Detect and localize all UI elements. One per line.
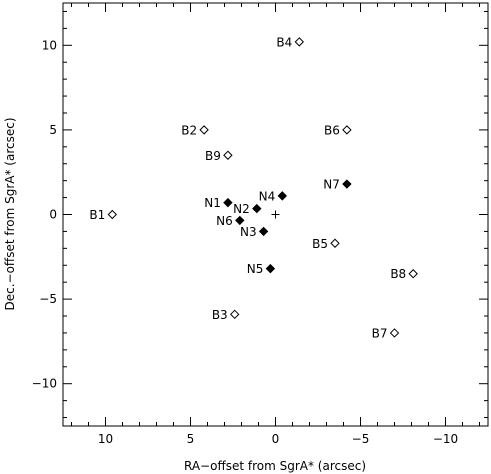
point-label: N6 <box>216 214 233 228</box>
point-label: B7 <box>372 326 388 340</box>
open-diamond-point <box>294 37 305 47</box>
open-diamond-point <box>330 238 340 248</box>
y-tick-label: 10 <box>42 38 57 52</box>
open-diamond-point <box>389 328 400 338</box>
point-label: B1 <box>89 208 105 222</box>
point-label: N2 <box>233 202 250 216</box>
x-tick-label: 0 <box>272 432 280 446</box>
y-tick-label: −5 <box>39 292 57 306</box>
point-label: B9 <box>205 149 221 163</box>
open-diamond-point <box>199 125 209 135</box>
y-tick-label: 0 <box>49 208 57 222</box>
point-label: N3 <box>240 225 257 239</box>
filled-diamond-point <box>223 197 233 208</box>
point-label: B3 <box>212 308 228 322</box>
axis-ticks <box>63 3 488 426</box>
x-tick-label: 5 <box>187 432 195 446</box>
y-axis-label: Dec.−offset from SgrA* (arcsec) <box>3 117 17 310</box>
filled-diamond-point <box>235 215 245 226</box>
point-label: N1 <box>204 196 221 210</box>
data-marks <box>107 37 418 338</box>
point-label: B4 <box>276 35 292 49</box>
y-tick-label: 5 <box>49 123 57 137</box>
point-label: N7 <box>323 178 340 192</box>
x-axis-label: RA−offset from SgrA* (arcsec) <box>184 459 366 473</box>
open-diamond-point <box>342 125 352 135</box>
filled-diamond-point <box>265 263 276 274</box>
open-diamond-point <box>408 269 418 279</box>
open-diamond-point <box>223 150 233 160</box>
point-label: B2 <box>181 123 197 137</box>
filled-diamond-point <box>252 203 262 214</box>
filled-diamond-point <box>277 191 288 201</box>
point-label: N4 <box>259 189 276 203</box>
point-labels: N1 N2 N3 N4 N5 N6 N7 B1 B2 B3 B4 B5 B6 B7 B8 B9 <box>89 35 406 340</box>
open-diamond-point <box>107 209 118 220</box>
filled-diamond-point <box>258 226 269 237</box>
y-tick-label: −10 <box>32 377 57 391</box>
tick-labels: 10 5 0 −5 −10 10 5 0 −5 −10 <box>32 38 458 446</box>
x-tick-label: 10 <box>98 432 113 446</box>
point-label: B5 <box>312 237 328 251</box>
point-label: N5 <box>247 262 264 276</box>
x-tick-label: −5 <box>352 432 370 446</box>
point-label: B6 <box>324 123 340 137</box>
center-plus-marker <box>271 210 280 219</box>
filled-diamond-point <box>342 179 352 189</box>
point-label: B8 <box>390 267 406 281</box>
x-tick-label: −10 <box>433 432 458 446</box>
open-diamond-point <box>229 309 240 320</box>
